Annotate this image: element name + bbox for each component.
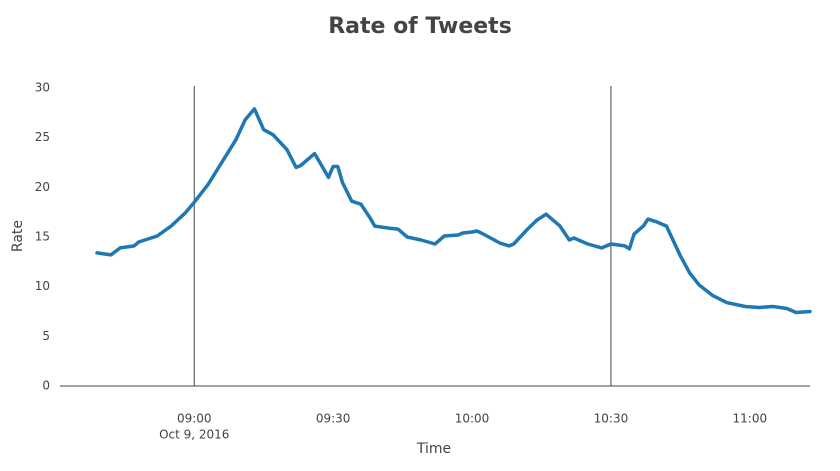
line-series — [95, 107, 812, 315]
y-tick-label: 5 — [42, 329, 50, 343]
y-tick-label: 10 — [35, 279, 50, 293]
y-tick-label: 15 — [35, 230, 50, 244]
y-tick-label: 0 — [42, 379, 50, 393]
x-tick-label: 11:00 — [733, 412, 768, 426]
x-tick-label: 10:00 — [455, 412, 490, 426]
x-date-label: Oct 9, 2016 — [159, 428, 229, 442]
x-tick-label: 09:30 — [316, 412, 351, 426]
x-tick-label: 10:30 — [594, 412, 629, 426]
y-tick-label: 30 — [35, 81, 50, 95]
y-tick-label: 25 — [35, 130, 50, 144]
y-axis-title: Rate — [10, 220, 26, 252]
y-tick-label: 20 — [35, 180, 50, 194]
x-tick-label: 09:00 — [177, 412, 212, 426]
x-axis-title: Time — [416, 441, 451, 457]
chart-title: Rate of Tweets — [328, 14, 512, 39]
